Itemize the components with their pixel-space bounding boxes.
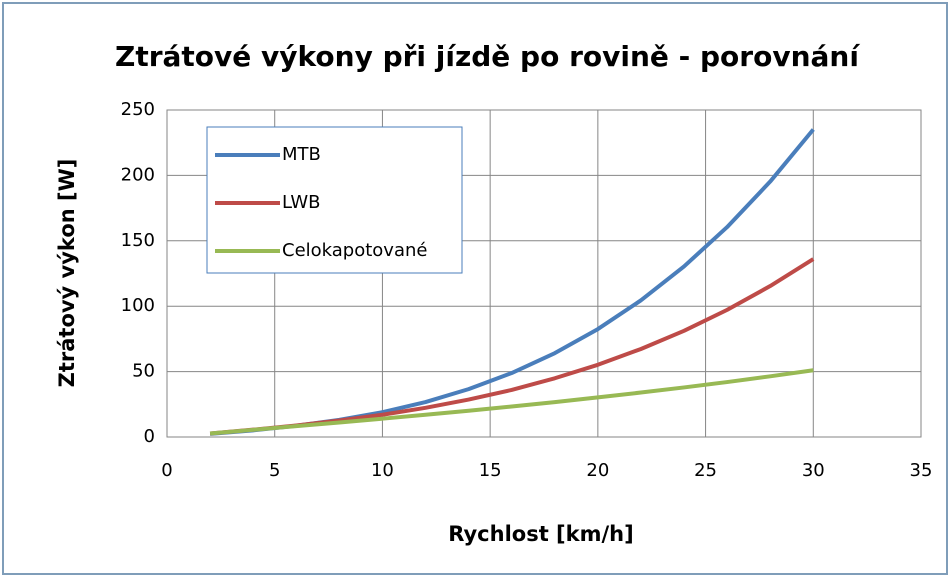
y-tick-label: 200 (121, 164, 155, 185)
x-tick-label: 10 (371, 460, 394, 481)
y-tick-label: 100 (121, 295, 155, 316)
y-tick-label: 50 (132, 361, 155, 382)
series-line (209, 368, 814, 436)
legend-label: Celokapotované (282, 240, 427, 261)
plot-border (166, 109, 922, 438)
legend-label: LWB (282, 192, 321, 213)
y-tick-label: 250 (121, 99, 155, 120)
y-axis-label: Ztrátový výkon [W] (55, 159, 79, 388)
x-axis-label: Rychlost [km/h] (448, 522, 633, 546)
x-tick-label: 5 (269, 460, 280, 481)
y-tick-label: 150 (121, 230, 155, 251)
legend-label: MTB (282, 144, 321, 165)
legend-box (206, 126, 463, 274)
x-tick-label: 15 (479, 460, 502, 481)
chart-title: Ztrátové výkony při jízdě po rovině - po… (115, 40, 860, 73)
x-tick-label: 30 (802, 460, 825, 481)
y-tick-label: 0 (144, 426, 155, 447)
x-tick-label: 25 (694, 460, 717, 481)
x-tick-label: 0 (161, 460, 172, 481)
x-tick-label: 35 (910, 460, 933, 481)
x-tick-label: 20 (586, 460, 609, 481)
